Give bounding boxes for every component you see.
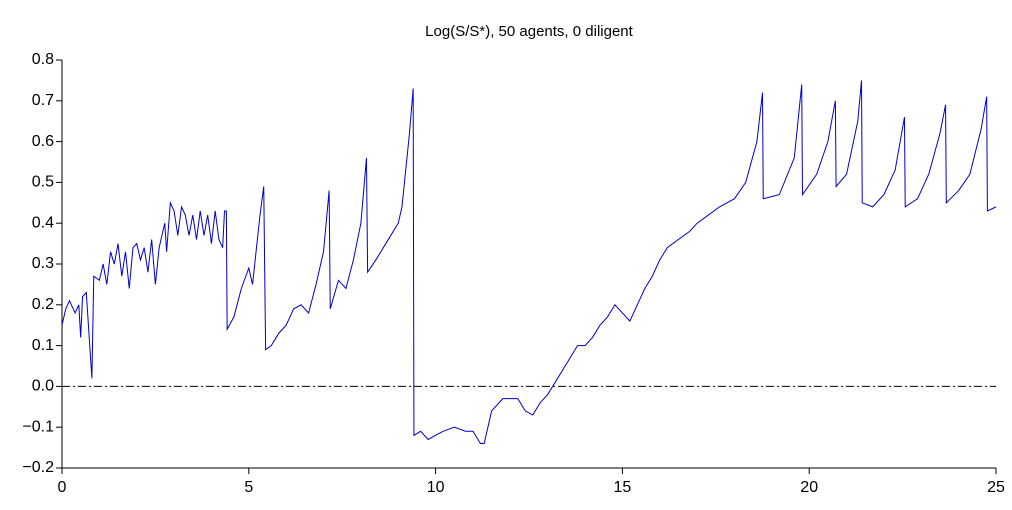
y-tick-label: 0.8 [32,51,54,68]
y-tick-label: 0.6 [32,133,54,150]
y-tick-label: 0.2 [32,296,54,313]
data-line [61,80,997,445]
y-tick-label: 0.4 [32,214,54,231]
x-tick-label: 20 [800,479,818,496]
x-tick-label: 5 [244,479,253,496]
x-tick-label: 15 [614,479,632,496]
chart-title: Log(S/S*), 50 agents, 0 diligent [425,23,633,40]
x-tick-label: 10 [427,479,445,496]
y-tick-label: 0.0 [32,378,54,395]
y-tick-label: −0.1 [22,418,54,435]
x-tick-label: 25 [987,479,1005,496]
y-tick-label: 0.7 [32,92,54,109]
y-tick-label: 0.3 [32,255,54,272]
y-tick-label: 0.1 [32,337,54,354]
y-tick-label: 0.5 [32,174,54,191]
y-tick-label: −0.2 [22,459,54,476]
x-tick-label: 0 [58,479,67,496]
